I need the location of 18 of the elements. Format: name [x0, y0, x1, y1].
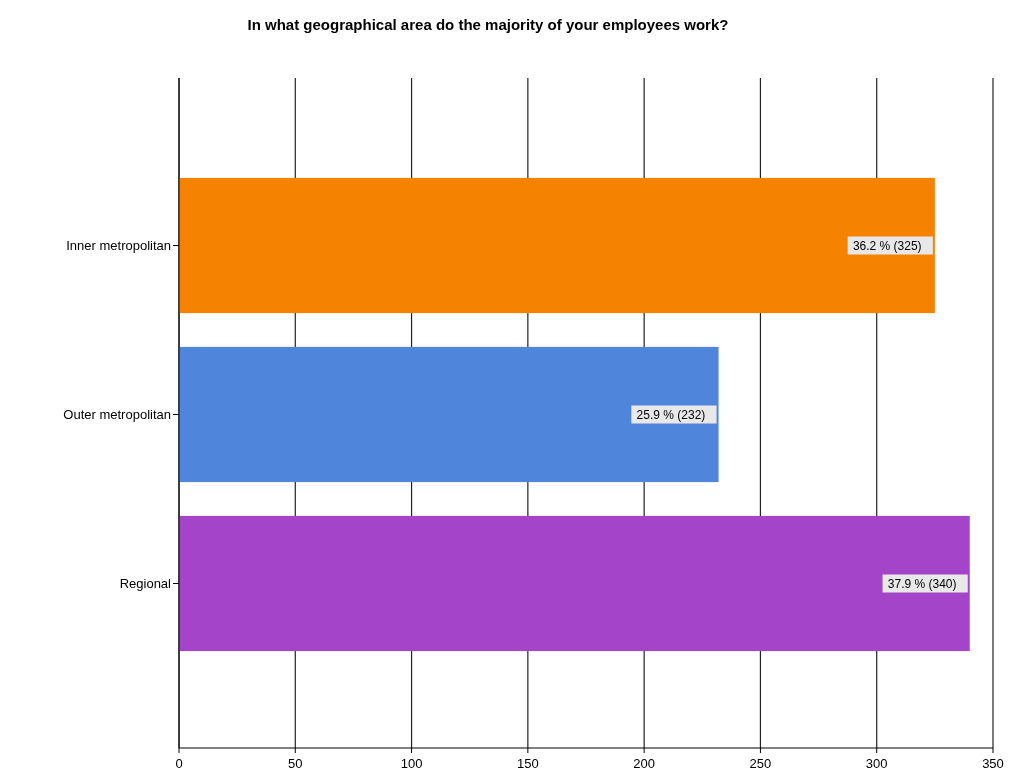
- data-label: 37.9 % (340): [887, 576, 957, 591]
- data-label: 25.9 % (232): [636, 407, 706, 422]
- y-tick-label: Inner metropolitan: [66, 237, 171, 253]
- x-tick-label: 50: [288, 756, 303, 771]
- data-label: 36.2 % (325): [852, 238, 922, 253]
- bar: [179, 177, 935, 314]
- y-tick-label: Outer metropolitan: [63, 406, 171, 422]
- x-tick-label: 0: [175, 756, 183, 771]
- chart-title: In what geographical area do the majority of your employees work?: [247, 16, 729, 33]
- x-tick-label: 300: [865, 756, 888, 771]
- x-tick-label: 100: [400, 756, 423, 771]
- y-tick-label: Regional: [119, 575, 172, 591]
- x-tick-label: 200: [633, 756, 655, 771]
- bar: [179, 346, 719, 483]
- bar: [179, 515, 970, 652]
- x-tick-label: 250: [749, 756, 772, 771]
- x-tick-label: 350: [982, 756, 1004, 771]
- x-tick-label: 150: [517, 756, 539, 771]
